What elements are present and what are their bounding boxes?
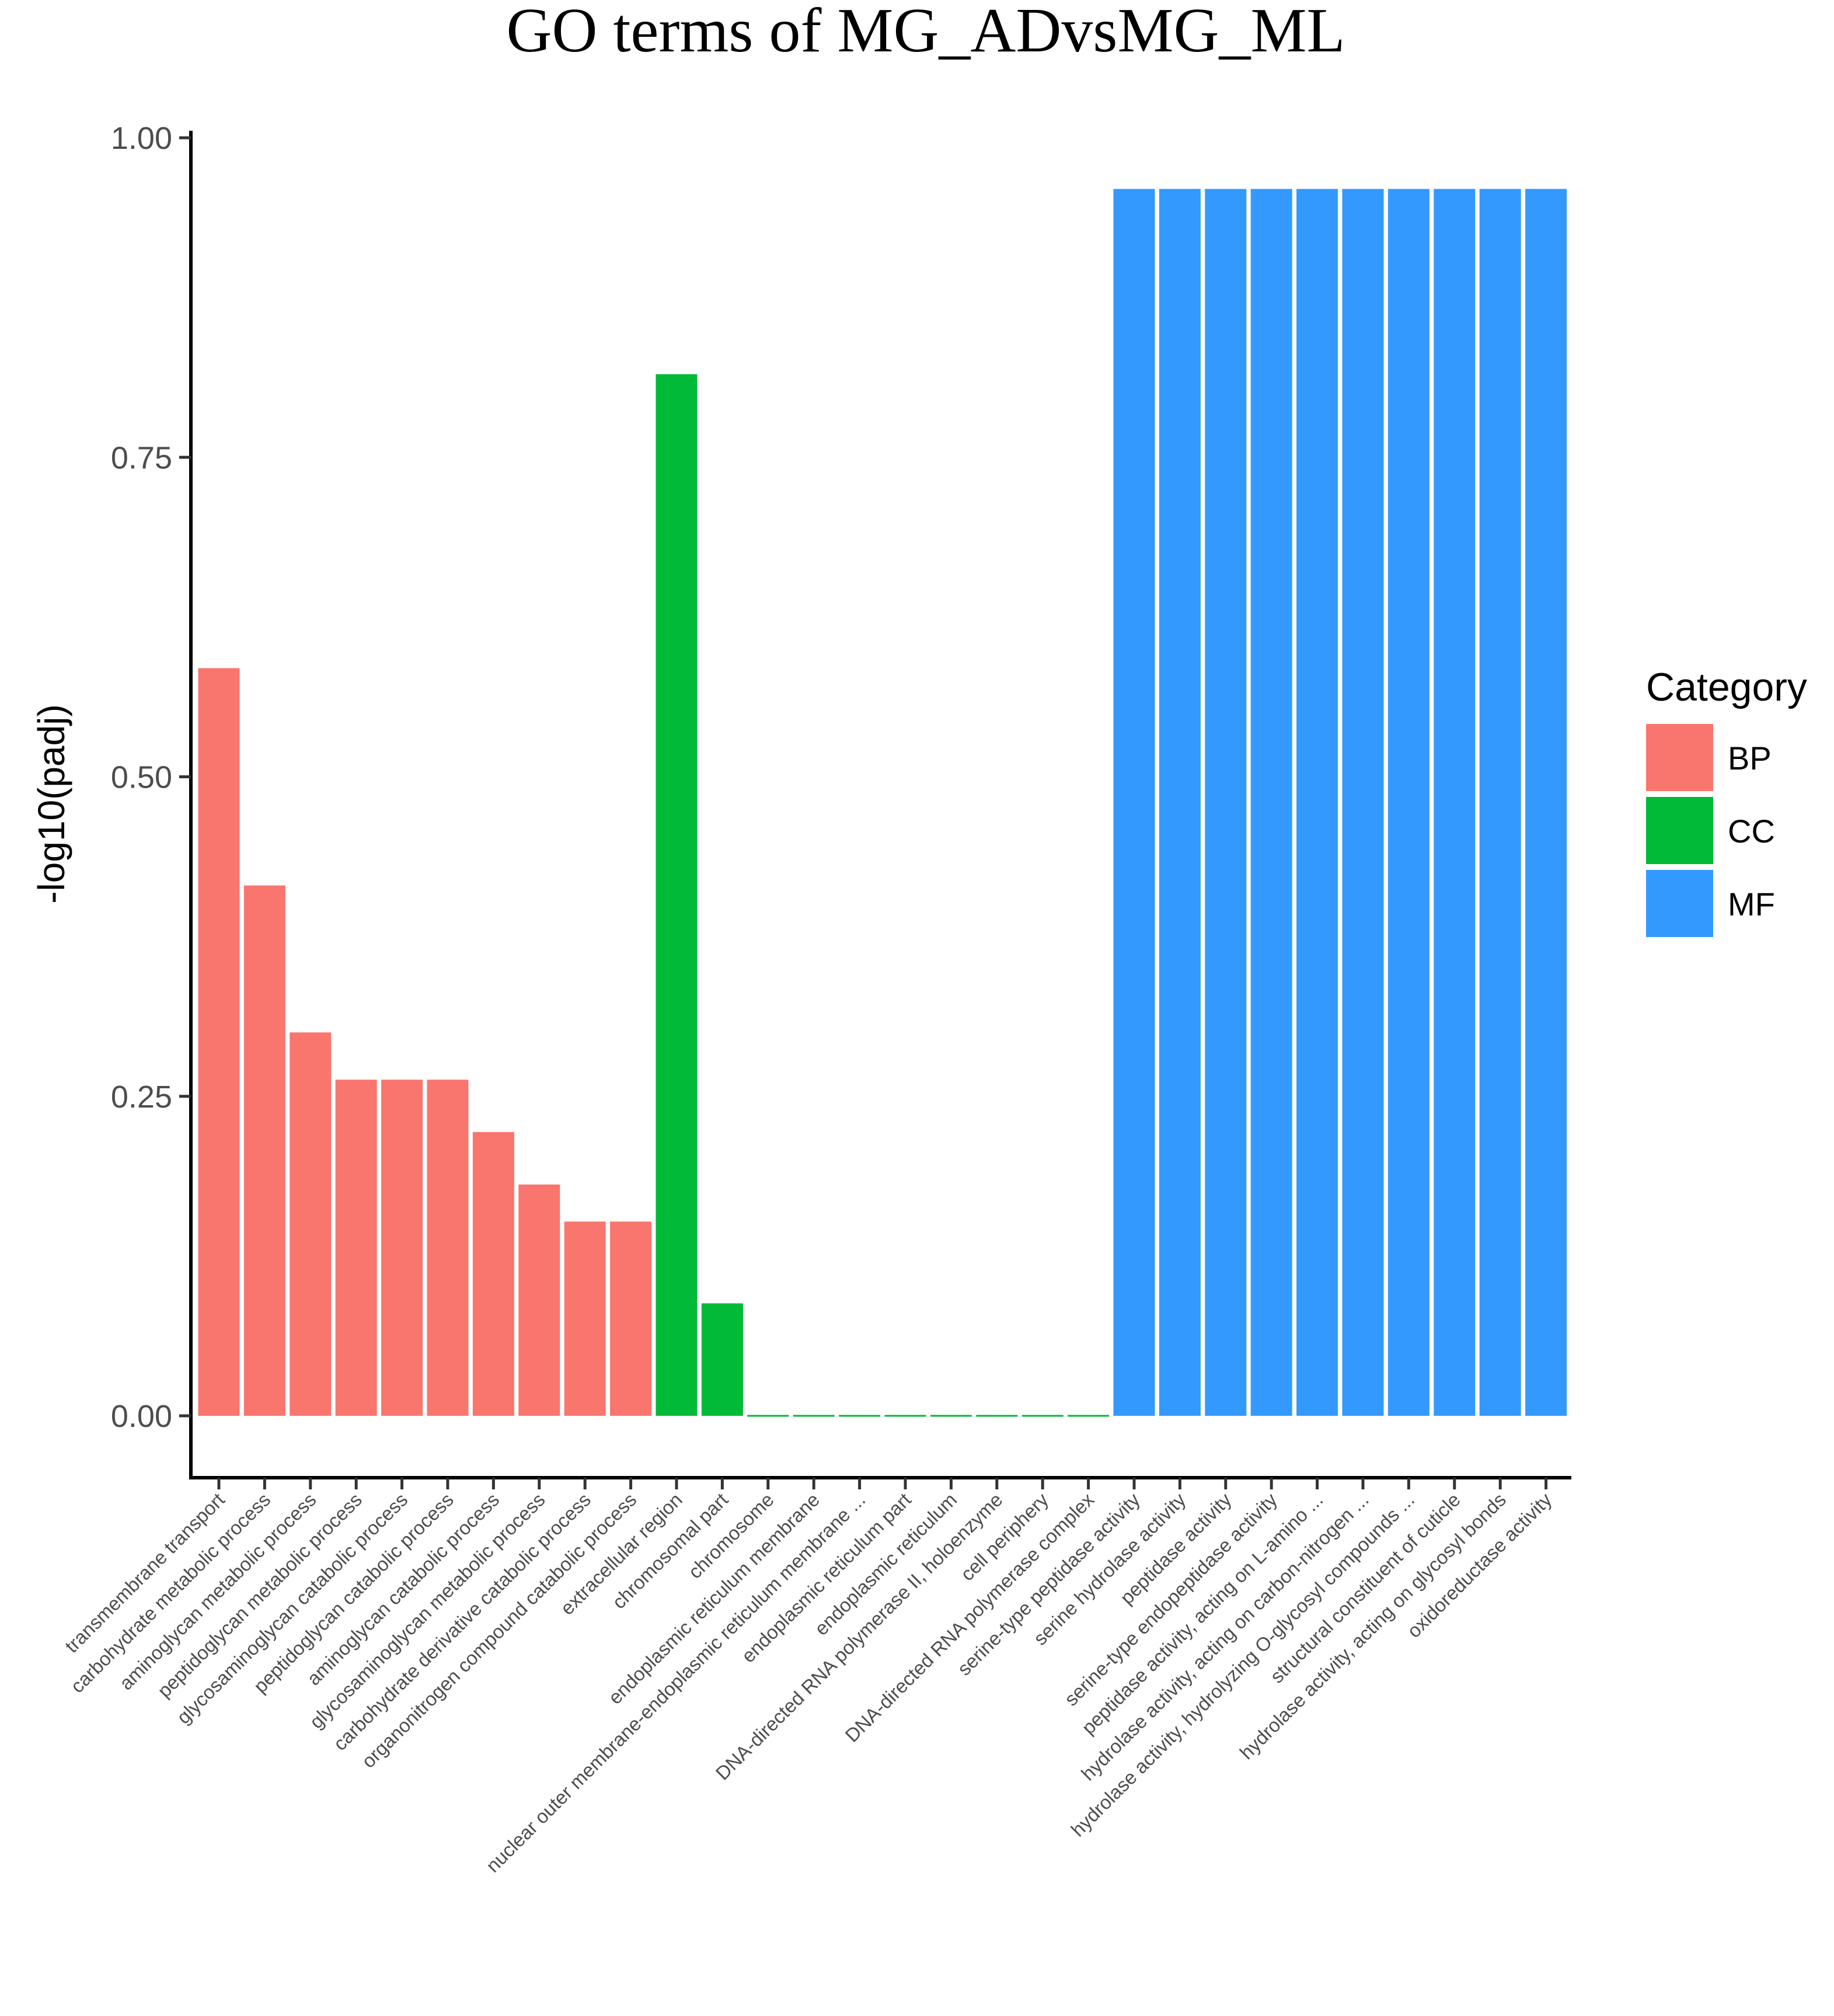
legend-label: BP [1728,740,1772,777]
bar [1525,189,1567,1416]
legend-swatch [1646,797,1713,864]
legend-label: CC [1728,813,1775,849]
bar [1250,189,1292,1416]
legend-swatch [1646,870,1713,937]
bar [656,374,698,1416]
legend-swatch [1646,724,1713,791]
bar [701,1303,743,1416]
bar [1159,189,1201,1416]
bar [290,1032,332,1416]
bar [1205,189,1247,1416]
bar [335,1080,377,1416]
bar [610,1221,652,1416]
bar [564,1221,606,1416]
y-tick-label: 0.75 [111,440,172,475]
bar [1479,189,1521,1416]
legend-entries: BP CC MF [1646,724,1775,937]
bar [1296,189,1338,1416]
bar [518,1184,560,1416]
bar [198,668,240,1416]
bar [381,1080,423,1416]
bar [472,1132,514,1416]
legend: Category BP CC MF [1646,665,1807,937]
y-tick-label: 0.25 [111,1080,172,1115]
y-axis-title: -log10(padj) [30,704,72,904]
chart-title: GO terms of MG_ADvsMG_ML [507,0,1345,65]
bar [243,885,285,1416]
bar [1434,189,1476,1416]
legend-label: MF [1728,886,1775,922]
bar [1387,189,1429,1416]
bar [427,1080,469,1416]
bar [1113,189,1155,1416]
y-tick-label: 0.00 [111,1399,172,1434]
legend-title: Category [1646,665,1807,709]
plot-panel: 0.00 0.25 0.50 0.75 1.00 transmembrane trans… [61,121,1571,1876]
bar [1342,189,1384,1416]
y-tick-label: 1.00 [111,121,172,156]
y-tick-label: 0.50 [111,760,172,795]
bars-layer [198,189,1567,1417]
y-axis-ticks: 0.00 0.25 0.50 0.75 1.00 [111,121,191,1434]
